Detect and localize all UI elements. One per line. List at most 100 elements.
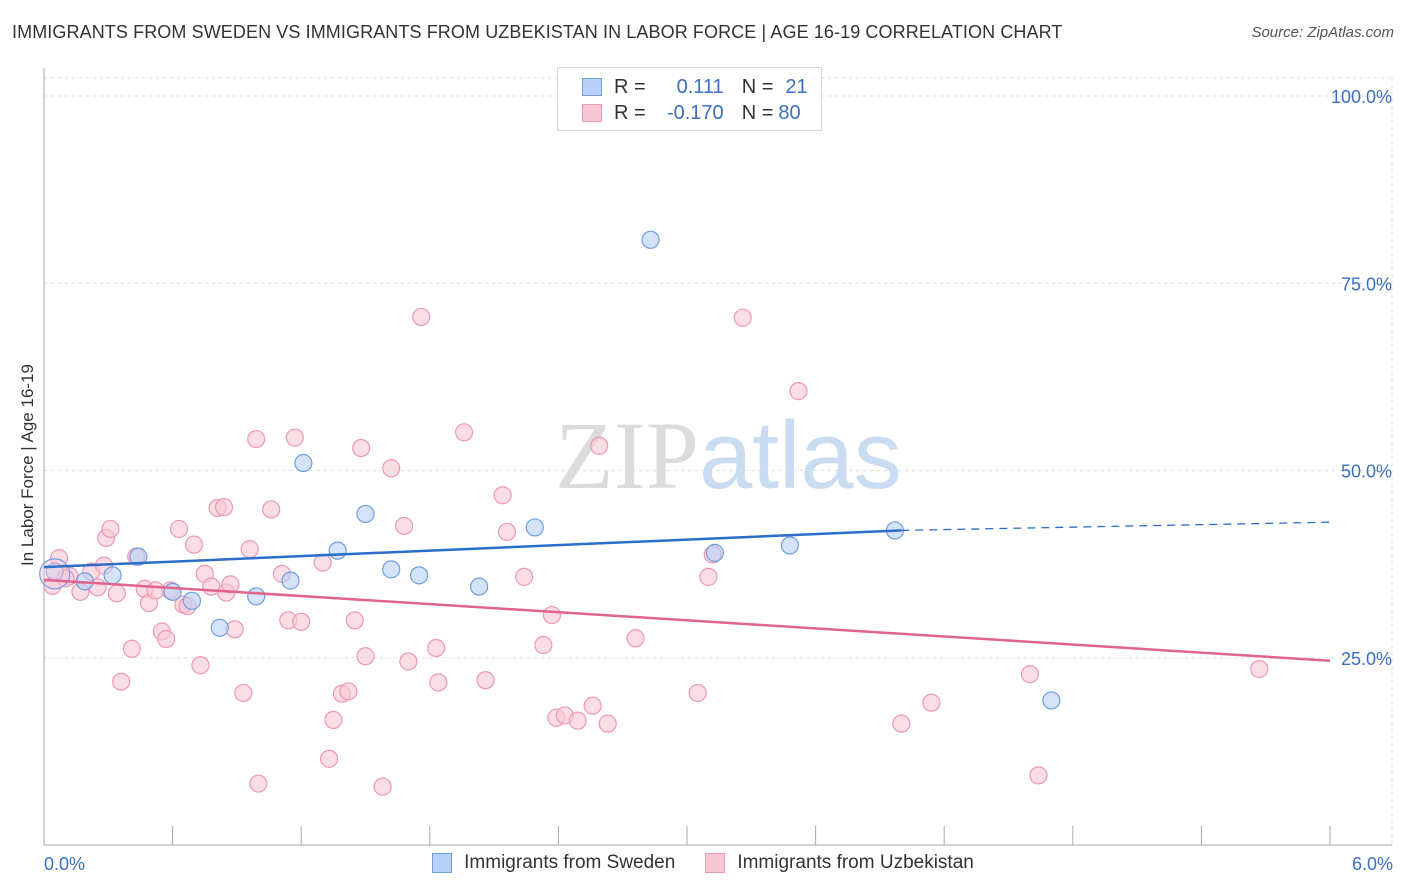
uzbekistan-point bbox=[292, 612, 311, 631]
y-tick-label: 25.0% bbox=[1341, 649, 1392, 669]
uzbekistan-point bbox=[382, 459, 401, 478]
uzbekistan-point bbox=[515, 567, 534, 586]
grid-lines bbox=[44, 77, 1393, 845]
uzbekistan-point bbox=[373, 777, 392, 796]
uzbekistan-point bbox=[225, 620, 244, 639]
bottom-legend-label-uzbekistan: Immigrants from Uzbekistan bbox=[737, 852, 974, 873]
trend-lines bbox=[43, 521, 1331, 662]
sweden-point bbox=[525, 518, 544, 537]
legend-n-label: N = bbox=[741, 101, 774, 124]
uzbekistan-point bbox=[249, 774, 268, 793]
chart-title: IMMIGRANTS FROM SWEDEN VS IMMIGRANTS FRO… bbox=[12, 22, 1063, 42]
uzbekistan-point bbox=[427, 638, 446, 658]
uzbekistan-point bbox=[101, 519, 120, 539]
sweden-point bbox=[409, 566, 429, 585]
legend-n-sweden: 21 bbox=[785, 75, 808, 98]
legend-swatch-sweden bbox=[582, 78, 602, 96]
watermark: ZIPatlas bbox=[555, 400, 902, 511]
sweden-trend-line bbox=[43, 529, 902, 569]
uzbekistan-point bbox=[214, 498, 234, 517]
uzbekistan-point bbox=[493, 486, 512, 505]
uzbekistan-point bbox=[733, 308, 752, 327]
uzbekistan-point bbox=[583, 696, 602, 715]
sweden-point bbox=[356, 504, 375, 524]
legend-r-label: R = bbox=[614, 75, 646, 98]
uzbekistan-point bbox=[399, 652, 418, 671]
legend-r-uzbekistan: -0.170 bbox=[666, 101, 724, 124]
uzbekistan-point bbox=[497, 522, 517, 542]
uzbekistan-point bbox=[319, 749, 339, 768]
uzbekistan-point bbox=[626, 629, 645, 648]
source-credit: Source: ZipAtlas.com bbox=[1251, 24, 1394, 41]
uzbekistan-point bbox=[412, 307, 431, 327]
uzbekistan-point bbox=[112, 672, 131, 691]
uzbekistan-point bbox=[221, 575, 240, 594]
sweden-point bbox=[641, 230, 660, 249]
bottom-legend-swatch-uzbekistan bbox=[705, 853, 726, 873]
uzbekistan-point bbox=[1029, 766, 1048, 785]
sweden-point bbox=[328, 541, 347, 560]
uzbekistan-point bbox=[107, 584, 126, 603]
uzbekistan-point bbox=[356, 647, 375, 666]
uzbekistan-point bbox=[688, 683, 707, 703]
uzbekistan-point bbox=[892, 714, 911, 733]
uzbekistan-point bbox=[429, 673, 448, 692]
x-tick-label-min: 0.0% bbox=[44, 854, 85, 874]
watermark-zip: ZIP bbox=[555, 402, 699, 509]
uzbekistan-point bbox=[922, 693, 941, 712]
legend-n-uzbekistan: 80 bbox=[778, 101, 801, 124]
uzbekistan-point bbox=[191, 656, 210, 675]
uzbekistan-points bbox=[43, 307, 1269, 796]
legend-n-label: N = bbox=[741, 75, 774, 98]
uzbekistan-point bbox=[240, 540, 259, 559]
uzbekistan-point bbox=[262, 500, 281, 519]
uzbekistan-point bbox=[169, 519, 189, 539]
sweden-point bbox=[705, 543, 724, 562]
uzbekistan-point bbox=[247, 429, 266, 449]
uzbekistan-point bbox=[122, 639, 141, 658]
cluster-point bbox=[39, 558, 71, 590]
legend: R = 0.111 N = 21 R = -0.170 N = 80 bbox=[557, 67, 822, 131]
legend-r-sweden: 0.111 bbox=[676, 75, 724, 98]
bottom-legend-uzbekistan[interactable]: Immigrants from Uzbekistan bbox=[705, 852, 974, 874]
sweden-point bbox=[469, 577, 489, 596]
uzbekistan-point bbox=[339, 682, 358, 701]
bottom-legend-swatch-sweden bbox=[432, 853, 453, 873]
uzbekistan-point bbox=[542, 605, 562, 625]
sweden-point bbox=[281, 571, 300, 590]
uzbekistan-point bbox=[324, 710, 343, 730]
sweden-point bbox=[1042, 691, 1061, 710]
uzbekistan-point bbox=[285, 428, 304, 447]
uzbekistan-point bbox=[590, 436, 609, 455]
sweden-point bbox=[210, 618, 229, 637]
uzbekistan-point bbox=[234, 683, 253, 703]
uzbekistan-point bbox=[699, 567, 718, 586]
sweden-point bbox=[182, 591, 201, 610]
legend-row-uzbekistan: R = -0.170 N = 80 bbox=[582, 100, 801, 126]
uzbekistan-point bbox=[1020, 665, 1040, 684]
legend-r-label: R = bbox=[614, 101, 646, 124]
uzbekistan-point bbox=[184, 535, 204, 554]
x-tick-label-max: 6.0% bbox=[1352, 854, 1393, 874]
uzbekistan-point bbox=[598, 714, 617, 733]
legend-row-sweden: R = 0.111 N = 21 bbox=[582, 74, 808, 100]
uzbekistan-point bbox=[568, 711, 587, 730]
axes bbox=[43, 68, 1392, 846]
uzbekistan-point bbox=[352, 438, 371, 458]
uzbekistan-point bbox=[1250, 659, 1269, 679]
y-tick-label: 100.0% bbox=[1331, 87, 1392, 107]
uzbekistan-point bbox=[789, 382, 808, 401]
bottom-legend-sweden[interactable]: Immigrants from Sweden bbox=[432, 852, 675, 874]
uzbekistan-point bbox=[454, 423, 474, 442]
uzbekistan-point bbox=[534, 635, 553, 655]
tick-labels: 25.0% 50.0% 75.0% 100.0% 0.0% 6.0% bbox=[44, 87, 1393, 874]
uzbekistan-point bbox=[394, 516, 414, 536]
sweden-point bbox=[103, 566, 122, 585]
watermark-atlas: atlas bbox=[699, 402, 902, 509]
sweden-trend-extension bbox=[901, 521, 1331, 532]
sweden-point bbox=[780, 536, 799, 555]
uzbekistan-point bbox=[157, 629, 176, 649]
uzbekistan-point bbox=[476, 671, 495, 690]
uzbekistan-trend-line bbox=[43, 578, 1331, 662]
